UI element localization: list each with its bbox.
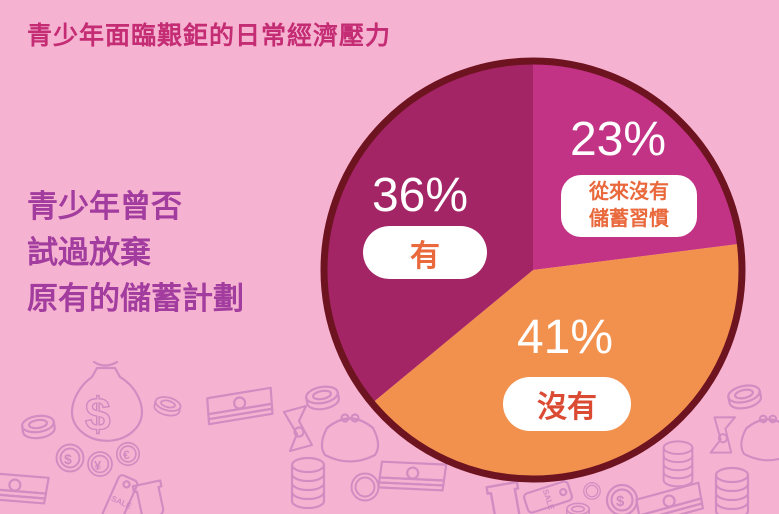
- chart-question-line: 青少年曾否: [27, 189, 182, 224]
- pie-label-no-text: 沒有: [537, 391, 597, 424]
- pie-slice-no: [372, 243, 743, 479]
- coin-dollar-symbol: $: [616, 493, 625, 510]
- coin-yen-symbol: ¥: [94, 458, 102, 473]
- chart-question-line: 原有的儲蓄計劃: [27, 281, 244, 316]
- pie-label-no: 沒有: [503, 377, 631, 431]
- money-bag-dollar-symbol: $: [85, 388, 111, 440]
- pie-label-never-saved-line1: 從來沒有: [589, 181, 669, 203]
- pie-label-never-saved-text: 從來沒有 儲蓄習慣: [589, 179, 669, 233]
- pie-percent-never-saved: 23%: [569, 113, 667, 166]
- pie-outline: [320, 57, 746, 483]
- chart-question: 青少年曾否 試過放棄 原有的儲蓄計劃: [27, 184, 244, 322]
- pie-label-never-saved: 從來沒有 儲蓄習慣: [561, 175, 697, 237]
- pie-label-never-saved-line2: 儲蓄習慣: [589, 208, 669, 230]
- pie-percent-no: 41%: [516, 311, 614, 364]
- chart-question-line: 試過放棄: [27, 235, 151, 270]
- pie-percent-yes: 36%: [371, 169, 469, 222]
- coin-dollar-symbol: $: [64, 451, 72, 467]
- coin-euro-symbol: €: [123, 448, 130, 462]
- money-bag-icon: [70, 360, 144, 442]
- pie-label-yes: 有: [363, 226, 487, 279]
- page-title: 青少年面臨艱鉅的日常經濟壓力: [27, 22, 392, 50]
- pie-label-yes-text: 有: [410, 239, 440, 273]
